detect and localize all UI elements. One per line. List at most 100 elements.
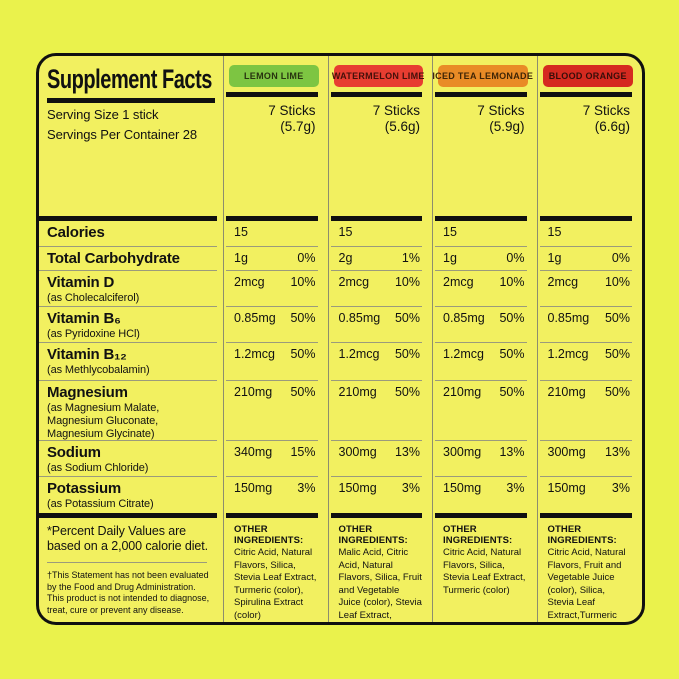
row-label-magnesium: Magnesium (as Magnesium Malate, Magnesium… — [39, 380, 224, 440]
cell-vitb12-watermelon-lime: 1.2mcg 50% — [329, 342, 433, 380]
sticks-count: 7 Sticks (5.7g) — [224, 103, 328, 134]
cell-vitb6-watermelon-lime: 0.85mg 50% — [329, 306, 433, 342]
amount: 15 — [443, 225, 457, 239]
daily-value-footnote: *Percent Daily Values are based on a 2,0… — [47, 524, 209, 553]
amount: 1.2mcg — [547, 347, 589, 361]
cell-vitb12-lemon-lime: 1.2mcg 50% — [224, 342, 329, 380]
amount: 340mg — [234, 445, 273, 459]
amount: 210mg — [234, 385, 273, 399]
row-label-vitamin-d: Vitamin D (as Cholecalciferol) — [39, 270, 224, 306]
amount: 300mg — [443, 445, 482, 459]
row-separator — [39, 306, 217, 307]
row-separator — [330, 342, 422, 343]
page-title: Supplement Facts — [47, 64, 212, 94]
amount: 150mg — [443, 481, 482, 495]
nutrient-name: Magnesium — [47, 384, 128, 401]
row-separator — [330, 476, 422, 477]
daily-value: 50% — [499, 385, 525, 399]
row-separator — [539, 306, 632, 307]
cell-vitb6-iced-tea-lemonade: 0.85mg 50% — [433, 306, 538, 342]
amount: 300mg — [338, 445, 377, 459]
footnotes-cell: *Percent Daily Values are based on a 2,0… — [39, 513, 224, 622]
sticks-label: 7 Sticks — [477, 103, 525, 118]
daily-value: 13% — [394, 445, 420, 459]
amount: 2mcg — [338, 275, 370, 289]
badge-underline — [435, 92, 527, 97]
daily-value: 50% — [499, 311, 525, 325]
amount: 150mg — [338, 481, 377, 495]
nutrient-source: (as Methlycobalamin) — [47, 364, 150, 377]
row-separator — [39, 440, 217, 441]
row-label-calories: Calories — [39, 216, 224, 246]
row-separator — [226, 476, 318, 477]
daily-value: 50% — [290, 385, 316, 399]
row-separator — [226, 306, 318, 307]
daily-value: 50% — [290, 347, 316, 361]
cell-calories-iced-tea-lemonade: 15 — [433, 216, 538, 246]
other-ingredients-heading: OTHER INGREDIENTS: — [338, 524, 408, 546]
amount: 1g — [234, 251, 248, 265]
daily-value: 50% — [394, 347, 420, 361]
amount: 210mg — [443, 385, 482, 399]
row-top-bar — [330, 216, 422, 221]
cell-calories-watermelon-lime: 15 — [329, 216, 433, 246]
serving-size: Serving Size 1 stick — [47, 107, 159, 123]
flavor-badge-watermelon-lime: WATERMELON LIME — [332, 65, 424, 87]
daily-value: 3% — [401, 481, 420, 495]
amount: 210mg — [338, 385, 377, 399]
row-separator — [539, 380, 632, 381]
other-ingredients-heading: OTHER INGREDIENTS: — [547, 524, 617, 546]
nutrient-name: Vitamin B₁₂ — [47, 346, 127, 363]
amount: 0.85mg — [443, 311, 485, 325]
row-separator — [435, 246, 527, 247]
nutrient-name: Vitamin D — [47, 274, 115, 291]
cell-carb-lemon-lime: 1g 0% — [224, 246, 329, 270]
other-ingredients-heading: OTHER INGREDIENTS: — [443, 524, 513, 546]
badge-underline — [330, 92, 422, 97]
footer-top-bar — [539, 513, 632, 518]
flavor-badge-blood-orange: BLOOD ORANGE — [542, 65, 633, 87]
amount: 2g — [338, 251, 353, 265]
daily-value: 13% — [604, 445, 630, 459]
row-separator — [539, 342, 632, 343]
other-ingredients-watermelon-lime: OTHER INGREDIENTS: Malic Acid, Citric Aci… — [329, 513, 433, 622]
cell-potassium-watermelon-lime: 150mg 3% — [329, 476, 433, 513]
row-separator — [435, 380, 527, 381]
row-separator — [226, 440, 318, 441]
row-separator — [39, 270, 217, 271]
daily-value: 0% — [506, 251, 525, 265]
cell-sodium-watermelon-lime: 300mg 13% — [329, 440, 433, 476]
daily-value: 0% — [611, 251, 630, 265]
daily-value: 15% — [290, 445, 316, 459]
cell-carb-watermelon-lime: 2g 1% — [329, 246, 433, 270]
sticks-label: 7 Sticks — [582, 103, 630, 118]
row-separator — [539, 476, 632, 477]
cell-sodium-blood-orange: 300mg 13% — [538, 440, 643, 476]
daily-value: 50% — [394, 311, 420, 325]
amount: 1.2mcg — [443, 347, 484, 361]
nutrient-source: (as Potassium Citrate) — [47, 498, 154, 511]
header-cell-blood-orange: BLOOD ORANGE 7 Sticks (6.6g) — [538, 56, 643, 216]
header-cell-lemon-lime: LEMON LIME 7 Sticks (5.7g) — [224, 56, 329, 216]
daily-value: 50% — [604, 311, 630, 325]
row-separator — [226, 342, 318, 343]
row-separator — [435, 476, 527, 477]
row-separator — [435, 342, 527, 343]
cell-potassium-iced-tea-lemonade: 150mg 3% — [433, 476, 538, 513]
cell-carb-iced-tea-lemonade: 1g 0% — [433, 246, 538, 270]
row-label-vitamin-b12: Vitamin B₁₂ (as Methlycobalamin) — [39, 342, 224, 380]
cell-vitd-watermelon-lime: 2mcg 10% — [329, 270, 433, 306]
sticks-weight: (6.6g) — [594, 118, 630, 134]
sticks-weight: (5.9g) — [489, 118, 525, 134]
nutrient-name: Total Carbohydrate — [47, 250, 180, 267]
header-cell-watermelon-lime: WATERMELON LIME 7 Sticks (5.6g) — [329, 56, 433, 216]
amount: 1g — [443, 251, 457, 265]
footer-top-bar — [435, 513, 527, 518]
footnote-separator — [47, 562, 207, 563]
row-label-potassium: Potassium (as Potassium Citrate) — [39, 476, 224, 513]
cell-potassium-lemon-lime: 150mg 3% — [224, 476, 329, 513]
cell-magnesium-lemon-lime: 210mg 50% — [224, 380, 329, 440]
daily-value: 10% — [394, 275, 420, 289]
cell-carb-blood-orange: 1g 0% — [538, 246, 643, 270]
daily-value: 3% — [506, 481, 525, 495]
